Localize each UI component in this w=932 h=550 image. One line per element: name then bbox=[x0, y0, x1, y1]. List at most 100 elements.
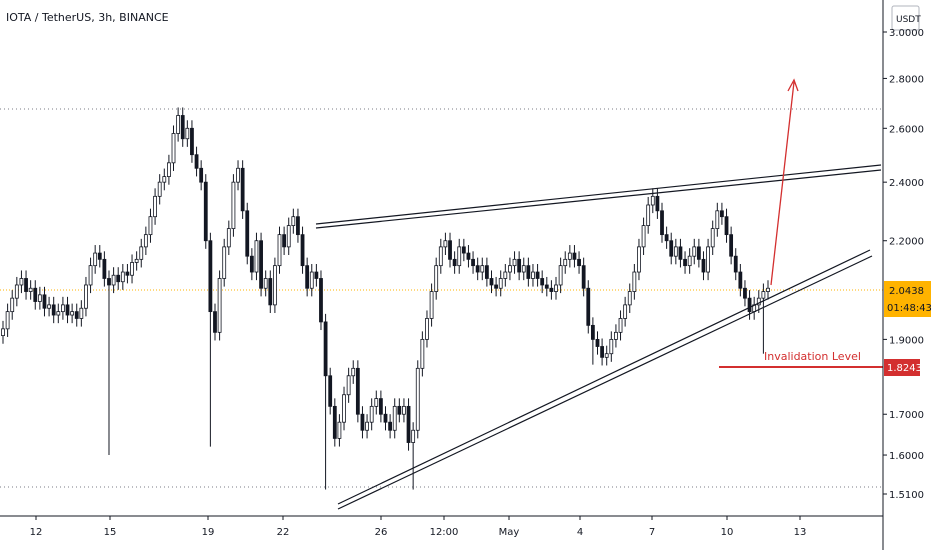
invalidation-text: Invalidation Level bbox=[764, 350, 861, 363]
candle-down bbox=[484, 265, 489, 279]
candle-up bbox=[14, 284, 19, 299]
candle-up bbox=[19, 278, 24, 286]
candle-down bbox=[678, 246, 683, 260]
price-tick-label: 1.6000 bbox=[889, 451, 924, 462]
candle-up bbox=[157, 181, 162, 197]
candle-down bbox=[355, 367, 360, 415]
candle-down bbox=[328, 375, 333, 407]
candle-up bbox=[37, 294, 42, 302]
upper-trendline[interactable] bbox=[315, 164, 882, 229]
time-tick-label: 22 bbox=[277, 527, 290, 538]
candle-up bbox=[425, 318, 429, 340]
candle-up bbox=[637, 246, 641, 273]
candle-up bbox=[498, 278, 503, 289]
projection-arrow[interactable] bbox=[770, 78, 799, 286]
candle-up bbox=[185, 127, 190, 140]
candle-down bbox=[701, 258, 706, 273]
candle-up bbox=[56, 311, 61, 316]
candle-down bbox=[249, 255, 254, 273]
candle-up bbox=[148, 216, 153, 236]
candle-down bbox=[116, 274, 121, 283]
candle-down bbox=[535, 271, 540, 279]
candle-up bbox=[632, 271, 637, 292]
price-tick-label: 3.0000 bbox=[889, 28, 924, 39]
candle-up bbox=[687, 255, 692, 267]
time-tick-label: 7 bbox=[649, 527, 655, 538]
invalidation-price-value: 1.8243 bbox=[887, 363, 922, 374]
candle-up bbox=[153, 195, 157, 218]
candle-down bbox=[448, 240, 452, 260]
candle-down bbox=[526, 265, 531, 279]
candle-up bbox=[342, 394, 346, 423]
candle-down bbox=[475, 265, 480, 273]
candle-down bbox=[471, 258, 475, 267]
candle-up bbox=[429, 291, 434, 319]
time-tick-label: 4 bbox=[577, 527, 583, 538]
candle-down bbox=[669, 240, 674, 257]
candle-up bbox=[226, 228, 231, 248]
candle-up bbox=[554, 284, 558, 292]
candle-down bbox=[590, 324, 595, 340]
candle-up bbox=[346, 375, 351, 396]
price-tick-label: 2.8000 bbox=[889, 74, 924, 85]
candle-down bbox=[397, 405, 402, 415]
candle-up bbox=[563, 258, 568, 267]
candle-up bbox=[217, 278, 222, 333]
candle-down bbox=[660, 210, 664, 236]
candle-down bbox=[74, 311, 79, 319]
price-scale-ticks: 3.0000 2.8000 2.6000 2.4000 2.2000 1.9000 1.70… bbox=[883, 28, 924, 501]
candle-up bbox=[1, 328, 5, 337]
candle-down bbox=[268, 278, 273, 306]
candle-down bbox=[102, 258, 107, 279]
chart-title: IOTA / TetherUS, 3h, BINANCE bbox=[6, 11, 169, 24]
candle-up bbox=[70, 311, 75, 316]
candle-up bbox=[558, 265, 563, 286]
time-axis-labels: 12 15 19 22 26 12:00 May 4 7 10 13 bbox=[30, 516, 806, 538]
candle-down bbox=[461, 246, 466, 254]
candle-up bbox=[692, 246, 697, 257]
currency-badge[interactable] bbox=[891, 5, 920, 31]
candle-down bbox=[332, 405, 337, 439]
candle-up bbox=[443, 240, 448, 248]
candle-down bbox=[378, 398, 383, 415]
candle-down bbox=[42, 294, 47, 309]
candle-down bbox=[466, 252, 471, 260]
candle-up bbox=[673, 246, 678, 257]
candle-down bbox=[314, 271, 319, 279]
candle-down bbox=[323, 321, 328, 377]
candle-down bbox=[194, 154, 199, 169]
candle-up bbox=[365, 421, 369, 431]
last-price-tag: 2.0438 01:48:43 bbox=[884, 281, 932, 317]
candle-down bbox=[586, 287, 591, 326]
candle-down bbox=[544, 284, 549, 289]
candle-down bbox=[581, 265, 586, 289]
time-tick-label: 15 bbox=[104, 527, 117, 538]
candle-up bbox=[438, 246, 443, 267]
candle-down bbox=[683, 258, 687, 267]
candle-down bbox=[743, 287, 747, 299]
candle-up bbox=[93, 252, 98, 267]
candle-down bbox=[383, 413, 388, 423]
candle-up bbox=[231, 181, 236, 230]
candle-down bbox=[360, 413, 365, 431]
candle-down bbox=[517, 258, 522, 273]
candle-up bbox=[766, 287, 770, 292]
candle-up bbox=[263, 278, 268, 289]
candle-down bbox=[549, 287, 554, 292]
lower-trendline[interactable] bbox=[337, 249, 873, 510]
price-scale[interactable] bbox=[883, 0, 932, 550]
candle-down bbox=[33, 287, 38, 302]
candle-up bbox=[531, 271, 535, 279]
candle-down bbox=[24, 278, 28, 292]
candle-down bbox=[733, 255, 738, 273]
candle-up bbox=[236, 167, 240, 183]
candle-down bbox=[388, 421, 393, 431]
invalidation-price-tag: 1.8243 bbox=[884, 359, 922, 376]
candle-down bbox=[494, 284, 499, 289]
candle-up bbox=[309, 271, 314, 289]
candle-down bbox=[305, 265, 310, 289]
candle-down bbox=[747, 297, 752, 313]
candles-layer bbox=[1, 107, 770, 490]
candle-down bbox=[107, 278, 111, 286]
